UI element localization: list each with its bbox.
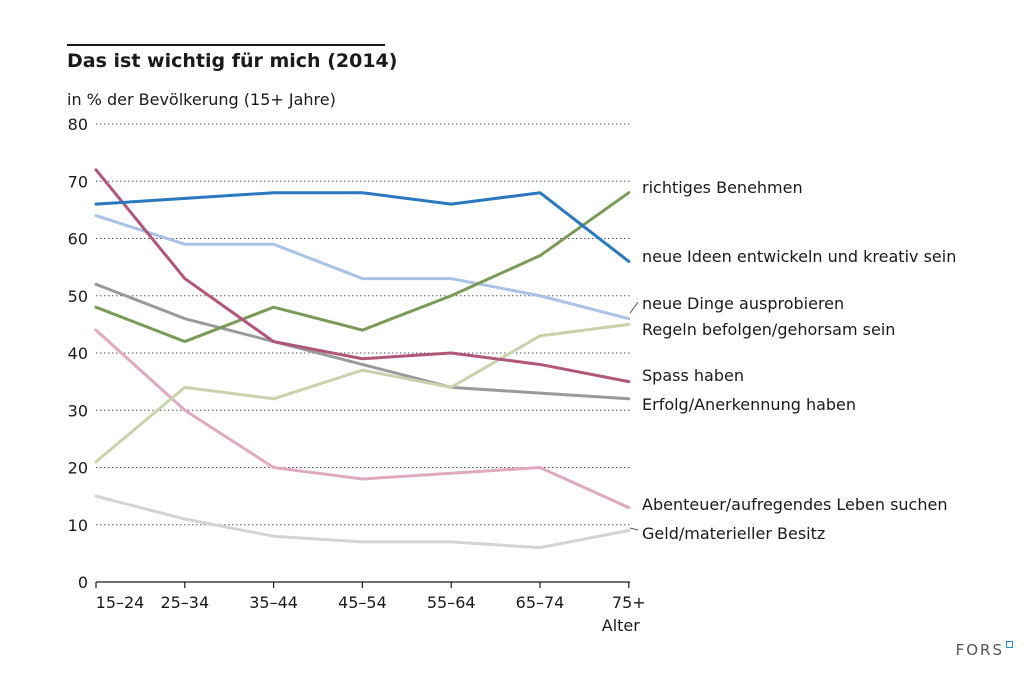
series-line (94, 494, 631, 550)
title-rule (67, 44, 385, 46)
series-label: Abenteuer/aufregendes Leben suchen (642, 495, 947, 514)
y-tick-label: 80 (68, 115, 88, 134)
fors-logo: FORS (956, 641, 1013, 659)
series-label: Erfolg/Anerkennung haben (642, 395, 856, 414)
label-leader-line (629, 301, 639, 314)
series-label: neue Dinge ausprobieren (642, 294, 844, 313)
y-tick-label: 40 (68, 344, 88, 363)
y-tick-label: 70 (68, 172, 88, 191)
series-line (94, 191, 631, 263)
x-tick-label: 55–64 (427, 593, 476, 612)
y-tick-label: 10 (68, 516, 88, 535)
logo-text: FORS (955, 641, 1004, 659)
y-tick-label: 50 (68, 287, 88, 306)
y-tick-label: 30 (68, 401, 88, 420)
y-axis-label: in % der Bevölkerung (15+ Jahre) (67, 90, 336, 109)
y-tick-label: 0 (78, 573, 88, 592)
series-label: richtiges Benehmen (642, 178, 803, 197)
series-label: Regeln befolgen/gehorsam sein (642, 320, 895, 339)
series-label: Geld/materieller Besitz (642, 524, 825, 543)
series-line (94, 322, 631, 464)
x-tick-label: 45–54 (338, 593, 387, 612)
chart-title: Das ist wichtig für mich (2014) (67, 50, 398, 72)
series-line (94, 328, 631, 510)
series-label: neue Ideen entwickeln und kreativ sein (642, 247, 956, 266)
label-leader-line (629, 527, 639, 531)
logo-square-icon (1006, 641, 1013, 648)
x-tick-label: 35–44 (249, 593, 298, 612)
x-tick-label: 15–24 (96, 593, 145, 612)
series-line (94, 191, 631, 344)
x-tick-label: 65–74 (516, 593, 565, 612)
series-label: Spass haben (642, 366, 744, 385)
y-tick-label: 20 (68, 459, 88, 478)
x-tick-label: 25–34 (160, 593, 209, 612)
series-line (94, 168, 631, 384)
x-axis-label: Alter (602, 616, 641, 635)
y-tick-label: 60 (68, 230, 88, 249)
x-tick-label: 75+ (612, 593, 646, 612)
series-line (94, 282, 631, 401)
series-line (94, 214, 631, 321)
